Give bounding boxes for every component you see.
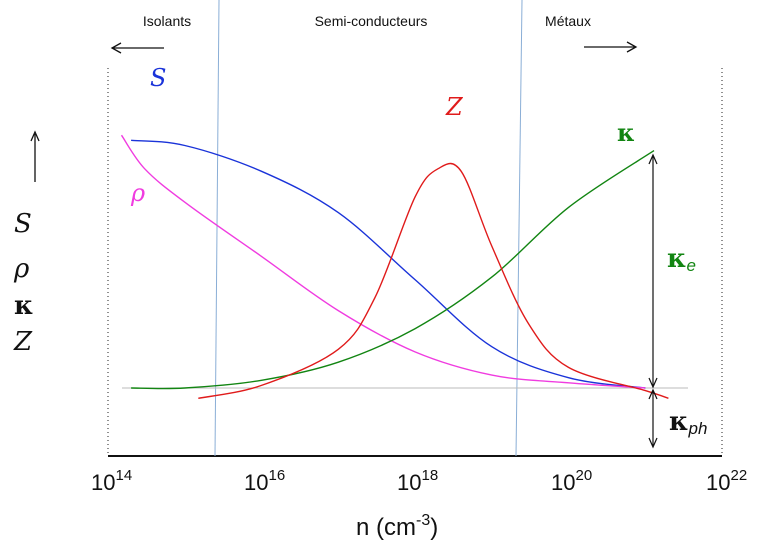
region-label-semiconductors: Semi-conducteurs (315, 13, 428, 29)
boundary-semiconductor-metal (515, 0, 523, 457)
series-line-s (131, 139, 646, 389)
y-symbol-s: S (14, 209, 32, 239)
series-label-rho: ρ (130, 179, 145, 207)
kappa-e-bracket (648, 153, 658, 389)
x-axis-label: n (cm-3) (356, 512, 438, 541)
y-symbol-z: Z (13, 327, 33, 357)
series-line-kappa (131, 150, 655, 390)
y-up-arrow-icon (30, 130, 40, 182)
left-arrow-icon (110, 42, 164, 54)
x-tick-label: 1020 (551, 467, 592, 495)
series-label-s: S (150, 64, 166, 92)
x-tick-label: 1014 (91, 467, 132, 495)
y-symbol-rho: ρ (13, 254, 30, 284)
kappa-ph-bracket (648, 388, 658, 449)
x-tick-label: 1022 (706, 467, 747, 495)
x-tick-label: 1016 (244, 467, 285, 495)
region-label-insulators: Isolants (143, 13, 191, 29)
region-label-metals: Métaux (545, 13, 591, 29)
series-line-z (198, 162, 669, 399)
series-label-kappa: κ (617, 118, 635, 147)
right-arrow-icon (584, 41, 638, 53)
x-tick-label: 1018 (397, 467, 438, 495)
series-line-rho (120, 134, 646, 389)
y-symbol-kappa: κ (14, 291, 34, 321)
boundary-insulator-semiconductor (214, 0, 220, 457)
series-label-z: Z (445, 93, 464, 121)
kappa-e-label: κe (667, 244, 696, 275)
kappa-ph-label: κph (669, 407, 707, 438)
